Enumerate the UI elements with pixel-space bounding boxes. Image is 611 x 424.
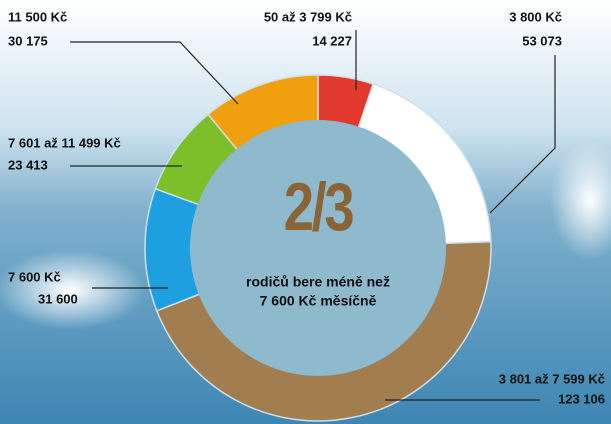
value-label: 53 073 <box>522 33 562 48</box>
center-text: 7 600 Kč měsíčně <box>260 293 377 309</box>
value-label: 30 175 <box>8 33 48 48</box>
value-label: 23 413 <box>8 157 48 172</box>
category-label: 11 500 Kč <box>8 9 67 24</box>
value-label: 31 600 <box>38 291 78 306</box>
category-label: 50 až 3 799 Kč <box>264 9 352 24</box>
cloud <box>0 250 145 330</box>
category-label: 7 601 až 11 499 Kč <box>8 135 121 150</box>
category-label: 3 801 až 7 599 Kč <box>499 371 605 386</box>
value-label: 14 227 <box>312 33 352 48</box>
value-label: 123 106 <box>558 391 605 406</box>
center-text: rodičů bere méně než <box>246 274 390 290</box>
center-circle <box>190 120 446 376</box>
category-label: 3 800 Kč <box>509 9 562 24</box>
category-label: 7 600 Kč <box>8 269 61 284</box>
chart: 2/3 rodičů bere méně než 7 600 Kč měsíčn… <box>0 0 611 424</box>
center-big: 2/3 <box>284 169 354 245</box>
